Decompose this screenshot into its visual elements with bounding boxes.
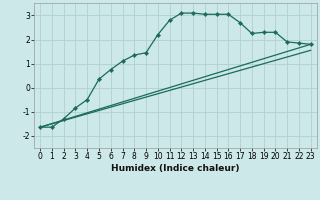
X-axis label: Humidex (Indice chaleur): Humidex (Indice chaleur) — [111, 164, 240, 173]
